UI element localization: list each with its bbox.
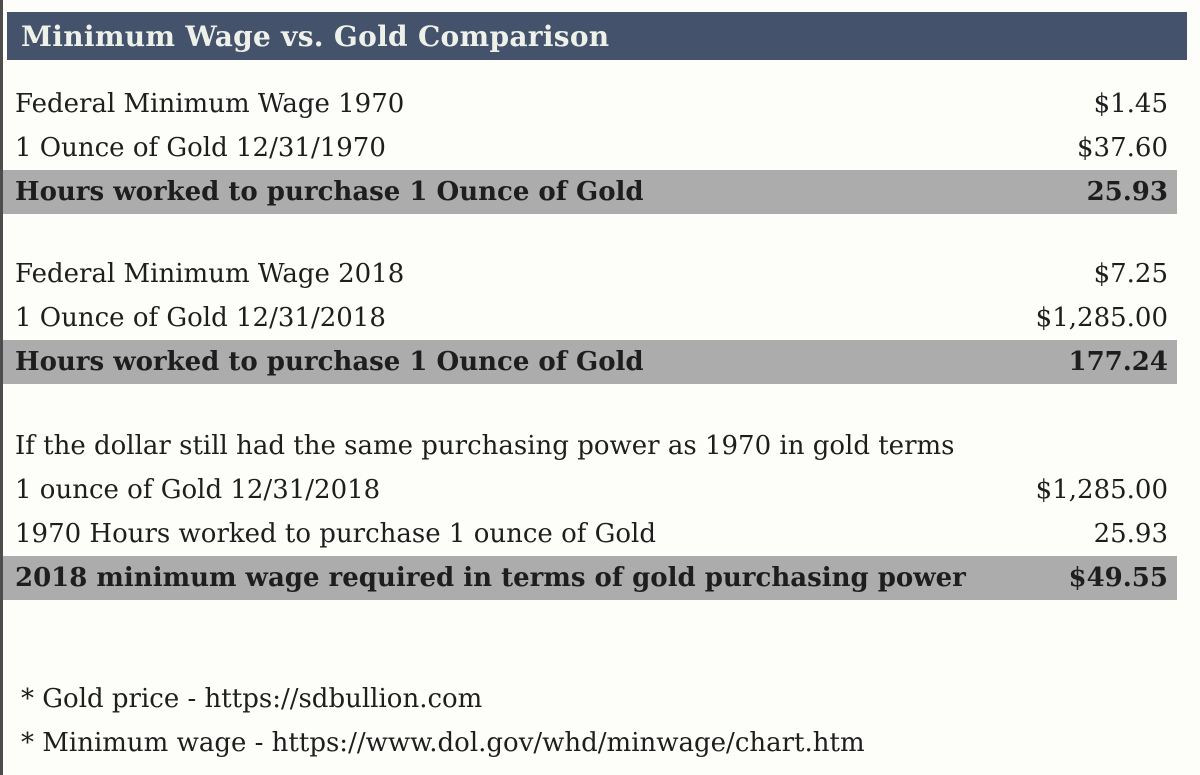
table-row: 1 Ounce of Gold 12/31/2018 $1,285.00 — [0, 296, 1200, 340]
row-value: $1,285.00 — [1035, 475, 1168, 505]
spacer — [0, 384, 1200, 424]
row-label: 2018 minimum wage required in terms of g… — [15, 563, 966, 593]
row-label: 1 Ounce of Gold 12/31/2018 — [15, 303, 386, 333]
section-purchasing-power: If the dollar still had the same purchas… — [0, 424, 1200, 600]
row-value: $37.60 — [1077, 133, 1168, 163]
table-row: If the dollar still had the same purchas… — [0, 424, 1200, 468]
row-label: 1 Ounce of Gold 12/31/1970 — [15, 133, 386, 163]
row-label: Federal Minimum Wage 2018 — [15, 259, 405, 289]
table-row: 1 Ounce of Gold 12/31/1970 $37.60 — [0, 126, 1200, 170]
table-row-total: Hours worked to purchase 1 Ounce of Gold… — [3, 340, 1177, 384]
footnote-minimum-wage: * Minimum wage - https://www.dol.gov/whd… — [21, 728, 865, 758]
table-row-total: Hours worked to purchase 1 Ounce of Gold… — [3, 170, 1177, 214]
table-row-total: 2018 minimum wage required in terms of g… — [3, 556, 1177, 600]
row-label: If the dollar still had the same purchas… — [15, 431, 955, 461]
spacer — [0, 60, 1200, 82]
row-label: Hours worked to purchase 1 Ounce of Gold — [15, 347, 644, 377]
section-1970-comparison: Federal Minimum Wage 1970 $1.45 1 Ounce … — [0, 82, 1200, 214]
footnote-gold-price: * Gold price - https://sdbullion.com — [21, 684, 483, 714]
spacer — [0, 214, 1200, 252]
row-value: 177.24 — [1068, 347, 1168, 377]
section-2018-comparison: Federal Minimum Wage 2018 $7.25 1 Ounce … — [0, 252, 1200, 384]
window-left-edge — [0, 0, 3, 775]
row-value: 25.93 — [1093, 519, 1168, 549]
table-row: 1 ounce of Gold 12/31/2018 $1,285.00 — [0, 468, 1200, 512]
row-label: 1970 Hours worked to purchase 1 ounce of… — [15, 519, 656, 549]
table-row: Federal Minimum Wage 1970 $1.45 — [0, 82, 1200, 126]
row-value: $49.55 — [1068, 563, 1168, 593]
row-value: 25.93 — [1086, 177, 1168, 207]
row-label: Federal Minimum Wage 1970 — [15, 89, 405, 119]
footnotes: * Gold price - https://sdbullion.com * M… — [0, 677, 1200, 765]
row-value: $1.45 — [1093, 89, 1168, 119]
table-row: Federal Minimum Wage 2018 $7.25 — [0, 252, 1200, 296]
row-value: $1,285.00 — [1035, 303, 1168, 333]
spacer — [0, 600, 1200, 677]
page-title: Minimum Wage vs. Gold Comparison — [21, 19, 610, 53]
row-label: Hours worked to purchase 1 Ounce of Gold — [15, 177, 644, 207]
row-value: $7.25 — [1093, 259, 1168, 289]
table-row: 1970 Hours worked to purchase 1 ounce of… — [0, 512, 1200, 556]
row-label: 1 ounce of Gold 12/31/2018 — [15, 475, 381, 505]
title-bar: Minimum Wage vs. Gold Comparison — [7, 12, 1187, 60]
